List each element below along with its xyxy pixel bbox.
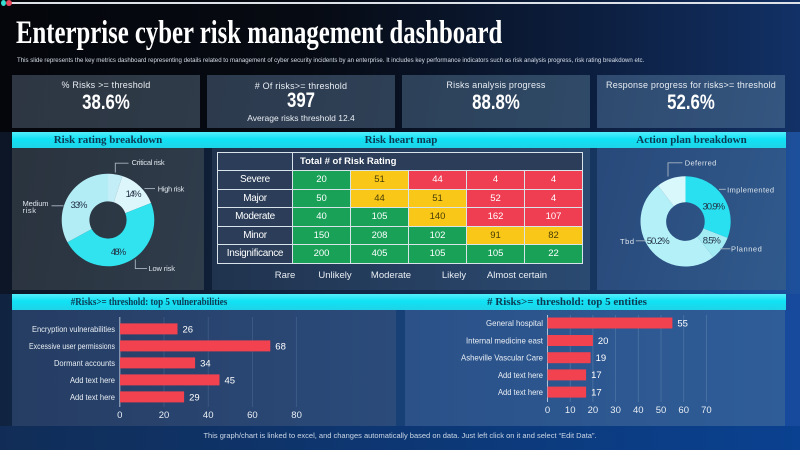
svg-text:Implemented: Implemented (727, 186, 774, 195)
svg-text:50: 50 (656, 405, 667, 416)
svg-text:Planned: Planned (731, 244, 762, 253)
svg-text:Add text here: Add text here (498, 387, 543, 397)
svg-text:0: 0 (117, 410, 122, 421)
svg-text:68: 68 (275, 341, 286, 352)
svg-text:Critical risk: Critical risk (132, 158, 165, 167)
svg-text:Medium: Medium (23, 199, 49, 208)
svg-text:Low risk: Low risk (149, 264, 176, 273)
svg-text:17: 17 (591, 370, 602, 381)
svg-text:0: 0 (545, 405, 550, 416)
svg-text:40: 40 (203, 410, 214, 421)
svg-text:Encryption vulnerabilities: Encryption vulnerabilities (32, 324, 115, 334)
svg-text:50.2%: 50.2% (647, 236, 671, 247)
svg-text:Tbd: Tbd (620, 237, 634, 246)
svg-text:70: 70 (701, 405, 712, 416)
svg-text:10: 10 (565, 405, 576, 416)
svg-text:risk: risk (23, 206, 37, 215)
svg-text:60: 60 (247, 410, 258, 421)
svg-text:48%: 48% (111, 247, 127, 258)
svg-text:34: 34 (200, 358, 211, 369)
svg-text:60: 60 (678, 405, 689, 416)
svg-text:General hospital: General hospital (486, 318, 543, 328)
svg-text:20: 20 (598, 336, 609, 347)
svg-text:45: 45 (225, 375, 236, 386)
svg-text:20: 20 (159, 410, 170, 421)
svg-text:20: 20 (588, 405, 599, 416)
svg-text:8.5%: 8.5% (703, 235, 722, 246)
svg-text:30.9%: 30.9% (703, 202, 726, 213)
svg-text:Add text here: Add text here (498, 370, 543, 380)
svg-text:Deferred: Deferred (685, 159, 717, 168)
svg-text:29: 29 (189, 392, 200, 403)
svg-text:Add text here: Add text here (70, 392, 115, 402)
svg-text:Add text here: Add text here (70, 375, 115, 385)
svg-text:14%: 14% (126, 189, 143, 200)
svg-text:Excessive user permissions: Excessive user permissions (29, 341, 115, 351)
svg-text:33%: 33% (71, 200, 89, 211)
svg-text:Dormant accounts: Dormant accounts (54, 358, 115, 368)
svg-text:17: 17 (591, 387, 602, 398)
svg-text:19: 19 (596, 353, 607, 364)
svg-text:Asheville Vascular Care: Asheville Vascular Care (461, 353, 543, 363)
svg-text:55: 55 (677, 318, 688, 329)
svg-text:High risk: High risk (158, 185, 185, 194)
svg-text:80: 80 (291, 410, 302, 421)
svg-text:Internal medicine east: Internal medicine east (466, 336, 544, 346)
svg-text:40: 40 (633, 405, 644, 416)
svg-text:26: 26 (183, 324, 194, 335)
svg-text:30: 30 (610, 405, 621, 416)
